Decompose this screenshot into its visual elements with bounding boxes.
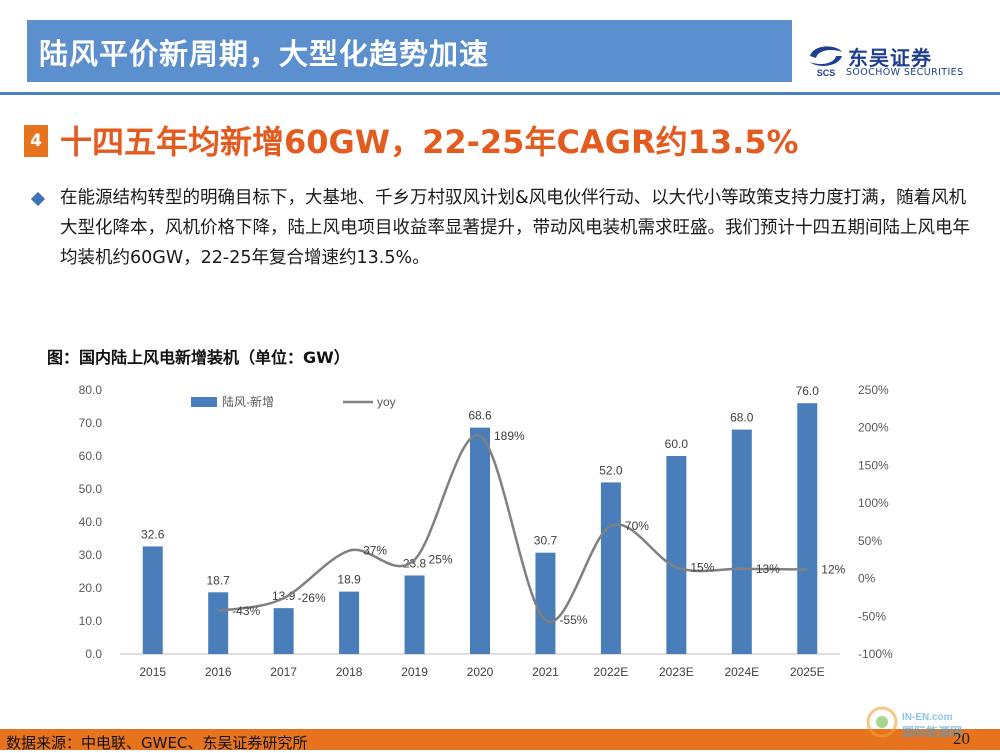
y-tick-label: 80.0 [79,383,103,397]
yoy-data-label: 70% [625,519,649,533]
bar-data-label: 18.9 [337,573,361,587]
bar-data-label: 60.0 [665,437,689,451]
y-tick-label: 60.0 [79,449,103,463]
legend-line-label: yoy [377,395,396,409]
x-tick-label: 2016 [205,665,232,679]
x-tick-label: 2025E [790,665,825,679]
logo-mark-text: SCS [817,68,836,78]
bar-data-label: 30.7 [534,534,558,548]
x-tick-label: 2024E [724,665,759,679]
bar [797,403,818,654]
logo-chinese-name: 东吴证券 [848,46,932,70]
x-tick-label: 2015 [139,665,166,679]
bar [535,552,556,654]
yoy-data-label: -26% [298,591,326,605]
data-source-note: 数据来源：中电联、GWEC、东吴证券研究所 [6,734,308,752]
yoy-data-label: 37% [363,544,387,558]
legend-bar-swatch [191,397,217,407]
bar [731,429,752,654]
y2-tick-label: 250% [858,383,889,397]
bar [404,575,425,654]
x-tick-label: 2020 [467,665,494,679]
body-paragraph: 在能源结构转型的明确目标下，大基地、千乡万村驭风计划&风电伙伴行动、以大代小等政… [60,188,970,268]
y2-tick-label: 100% [858,496,889,510]
watermark-name: 国际能源网 [902,724,962,739]
bar-data-label: 18.7 [207,573,231,587]
title-bar: 陆风平价新周期，大型化趋势加速 [27,20,792,82]
section-title: 十四五年均新增60GW，22-25年CAGR约13.5% [60,123,799,161]
bar [600,482,621,654]
yoy-data-label: -43% [232,604,260,618]
y-tick-label: 0.0 [85,647,102,661]
y2-tick-label: 150% [858,458,889,472]
bar-data-label: 23.8 [403,556,427,570]
yoy-data-label: 25% [429,553,453,567]
bar-data-label: 68.0 [730,411,754,425]
x-tick-label: 2021 [532,665,559,679]
y-tick-label: 30.0 [79,548,103,562]
page-number: 20 [953,729,970,748]
chart-title: 图：国内陆上风电新增装机（单位：GW） [47,348,350,367]
y2-tick-label: 0% [858,572,876,586]
x-tick-label: 2019 [401,665,428,679]
diamond-bullet-icon [30,191,46,207]
yoy-data-label: 15% [690,560,714,574]
footer-bar [0,729,1000,750]
yoy-data-label: 189% [494,429,525,443]
y-tick-label: 20.0 [79,581,103,595]
watermark-logo: IN-EN.com 国际能源网 [866,706,962,739]
bar-data-label: 68.6 [468,409,492,423]
page-title: 陆风平价新周期，大型化趋势加速 [39,37,490,71]
wind-installation-chart: 0.0 10.0 20.0 30.0 40.0 50.0 60.0 70.0 80.0 -100%… [79,383,893,679]
y-tick-label: 50.0 [79,482,103,496]
header-divider [0,92,1000,95]
bar-data-label: 32.6 [141,527,165,541]
x-tick-label: 2017 [270,665,297,679]
company-logo: SCS 东吴证券 SOOCHOW SECURITIES [806,40,976,82]
x-tick-label: 2018 [336,665,363,679]
yoy-line [217,434,808,624]
yoy-data-label: 12% [821,563,845,577]
watermark-url: IN-EN.com [902,712,953,723]
bar [273,608,294,654]
y-tick-label: 40.0 [79,515,103,529]
x-tick-label: 2022E [594,665,629,679]
bar [208,592,229,654]
section-number-badge: 4 [24,125,48,157]
yoy-data-label: -55% [559,613,587,627]
y2-tick-label: 200% [858,421,889,435]
y-tick-label: 70.0 [79,416,103,430]
logo-english-name: SOOCHOW SECURITIES [846,67,964,78]
x-tick-label: 2023E [659,665,694,679]
y-tick-label: 10.0 [79,614,103,628]
bar [666,456,687,654]
legend-bar-label: 陆风-新增 [222,394,274,409]
y2-tick-label: -50% [858,609,886,623]
y2-tick-label: -100% [858,647,893,661]
yoy-data-label: 13% [756,562,780,576]
bar [470,427,490,654]
bar [142,546,163,654]
bar-data-label: 76.0 [796,384,820,398]
bar [339,591,360,654]
bar-data-label: 52.0 [599,463,623,477]
y2-tick-label: 50% [858,534,882,548]
scs-logo-icon: SCS [810,46,842,78]
